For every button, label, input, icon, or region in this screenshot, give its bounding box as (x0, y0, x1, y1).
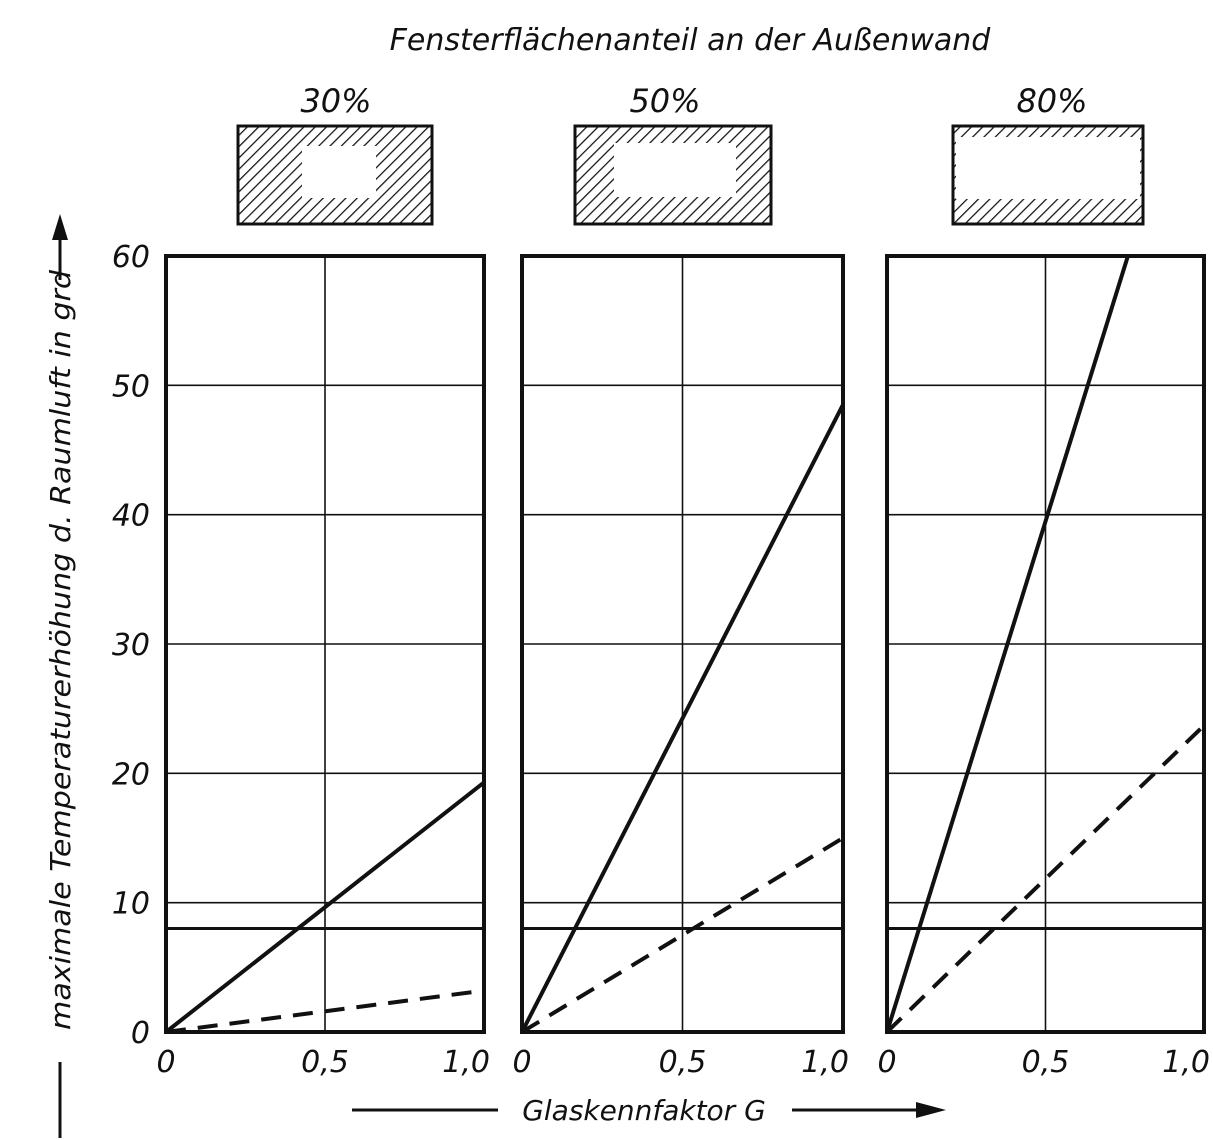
y-tick-label: 30 (112, 628, 150, 663)
x-axis-title-group: Glaskennfaktor G (352, 1094, 946, 1127)
x-tick-label: 0 (877, 1045, 896, 1080)
x-tick-label: 1,0 (442, 1045, 490, 1080)
x-tick-label: 0,5 (301, 1045, 349, 1080)
series-line-dashed (165, 988, 485, 1034)
x-tick-label: 1,0 (801, 1045, 849, 1080)
panel-frame (520, 254, 845, 1034)
x-axis-title: Glaskennfaktor G (522, 1094, 766, 1127)
panel-3: 0 0,5 1,0 (877, 254, 1210, 1080)
y-tick-label: 40 (112, 499, 150, 534)
y-tick-labels: 0 10 20 30 40 50 60 (112, 240, 150, 1051)
panel-1: 0 0,5 1,0 (156, 254, 490, 1080)
panels: 0 0,5 1,0 0 0,5 1,0 0 0,5 1,0 (156, 254, 1210, 1080)
chart-title: Fensterflächenanteil an der Außenwand (390, 23, 992, 58)
y-tick-label: 60 (112, 240, 150, 275)
x-tick-label: 0,5 (659, 1045, 707, 1080)
panel-2: 0 0,5 1,0 (512, 254, 849, 1080)
window-indicator-50 (573, 124, 773, 226)
panel-label-50: 50% (629, 82, 700, 120)
panel-label-30: 30% (300, 82, 371, 120)
series-line-solid (520, 403, 845, 1033)
panel-frame (885, 254, 1206, 1034)
panel-label-80: 80% (1016, 82, 1087, 120)
window-indicator-30 (236, 124, 434, 226)
series-line-solid (885, 255, 1130, 1033)
x-tick-label: 0 (156, 1045, 175, 1080)
series-line-dashed (885, 724, 1206, 1034)
x-tick-label: 1,0 (1162, 1045, 1210, 1080)
y-tick-label: 50 (112, 369, 150, 404)
window-indicator-80 (951, 124, 1145, 226)
y-tick-label: 20 (112, 757, 150, 792)
y-tick-label: 10 (112, 887, 150, 922)
x-tick-label: 0 (512, 1045, 531, 1080)
y-axis-title: maximale Temperaturerhöhung d. Raumluft … (44, 270, 77, 1030)
y-axis-title-group: maximale Temperaturerhöhung d. Raumluft … (44, 214, 77, 1138)
series-line-solid (164, 780, 486, 1034)
x-tick-label: 0,5 (1022, 1045, 1070, 1080)
y-tick-label: 0 (131, 1016, 150, 1051)
panel-frame (164, 254, 486, 1034)
